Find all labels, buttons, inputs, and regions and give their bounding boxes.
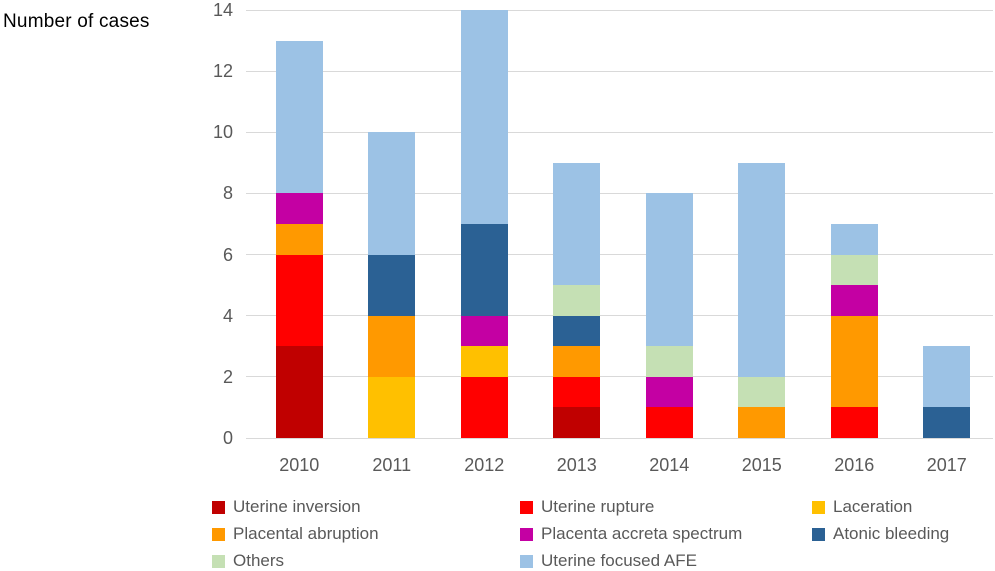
bar-segment bbox=[368, 254, 416, 316]
legend-label: Others bbox=[233, 551, 285, 570]
bar-segment bbox=[275, 254, 323, 347]
gridline bbox=[246, 315, 993, 317]
x-axis-label: 2014 bbox=[649, 455, 690, 475]
gridline bbox=[246, 254, 993, 256]
bar-segment bbox=[460, 346, 508, 377]
bar-segment bbox=[738, 162, 786, 377]
gridline bbox=[246, 70, 993, 72]
bar-segment bbox=[275, 346, 323, 438]
legend-label: Atonic bleeding bbox=[833, 524, 950, 543]
bar-segment bbox=[460, 315, 508, 347]
legend-item: Placental abruption bbox=[212, 524, 379, 544]
legend-label: Uterine inversion bbox=[233, 497, 361, 516]
y-axis-tick-label: 14 bbox=[212, 0, 233, 20]
bar-segment bbox=[923, 346, 971, 408]
bar-segment bbox=[830, 224, 878, 255]
y-axis-tick-label: 10 bbox=[212, 122, 233, 143]
chart-title: Number of cases bbox=[3, 11, 150, 32]
legend-item: Uterine inversion bbox=[212, 497, 361, 517]
legend-swatch bbox=[212, 500, 225, 514]
bar-segment bbox=[460, 224, 508, 316]
legend-label: Uterine focused AFE bbox=[541, 551, 697, 570]
bar-segment bbox=[645, 193, 693, 347]
legend-item: Others bbox=[212, 551, 284, 571]
x-axis-label: 2013 bbox=[556, 455, 597, 475]
bar-segment bbox=[553, 285, 601, 316]
x-axis-label: 2010 bbox=[279, 455, 320, 475]
gridline bbox=[246, 131, 993, 133]
gridline bbox=[246, 437, 993, 439]
gridline bbox=[246, 192, 993, 194]
bar-segment bbox=[645, 346, 693, 377]
legend-swatch bbox=[520, 500, 533, 514]
legend-swatch bbox=[812, 500, 825, 514]
bar-segment bbox=[738, 376, 786, 408]
bar-segment bbox=[368, 376, 416, 438]
y-axis-tick-label: 2 bbox=[222, 366, 233, 387]
bar-segment bbox=[645, 407, 693, 438]
legend-item: Uterine rupture bbox=[520, 497, 654, 517]
legend-item: Placenta accreta spectrum bbox=[520, 524, 742, 544]
bar-segment bbox=[460, 10, 508, 224]
bar-segment bbox=[645, 376, 693, 408]
y-axis-tick-label: 0 bbox=[222, 428, 233, 448]
bar-segment bbox=[275, 40, 323, 194]
bar-segment bbox=[553, 407, 601, 438]
legend-label: Laceration bbox=[833, 497, 913, 516]
bar-segment bbox=[275, 193, 323, 224]
bar-segment bbox=[830, 315, 878, 408]
legend-swatch bbox=[212, 527, 225, 541]
y-axis-tick-label: 6 bbox=[222, 244, 233, 265]
bar-segment bbox=[553, 315, 601, 347]
legend-swatch bbox=[520, 527, 533, 541]
legend-item: Uterine focused AFE bbox=[520, 551, 697, 571]
bar-segment bbox=[830, 407, 878, 438]
x-axis-label: 2015 bbox=[741, 455, 782, 475]
legend-swatch bbox=[812, 527, 825, 541]
legend-label: Uterine rupture bbox=[541, 497, 655, 516]
bar-segment bbox=[368, 315, 416, 377]
legend-label: Placenta accreta spectrum bbox=[541, 524, 743, 543]
bar-segment bbox=[275, 224, 323, 255]
legend-swatch bbox=[520, 554, 533, 568]
x-axis-label: 2011 bbox=[372, 455, 412, 475]
bar-segment bbox=[553, 376, 601, 408]
bar-segment bbox=[368, 132, 416, 255]
y-axis-tick-label: 8 bbox=[222, 183, 233, 204]
bar-segment bbox=[553, 162, 601, 286]
bar-segment bbox=[553, 346, 601, 377]
bar-segment bbox=[830, 285, 878, 316]
y-axis-tick-label: 12 bbox=[212, 61, 233, 82]
legend-label: Placental abruption bbox=[233, 524, 379, 543]
bar-segment bbox=[923, 407, 971, 438]
y-axis-tick-label: 4 bbox=[222, 305, 233, 326]
x-axis-label: 2017 bbox=[926, 455, 967, 475]
legend-item: Laceration bbox=[812, 497, 912, 517]
bar-segment bbox=[738, 407, 786, 438]
gridline bbox=[246, 9, 993, 11]
bar-segment bbox=[830, 254, 878, 286]
x-axis-label: 2016 bbox=[834, 455, 875, 475]
x-axis-label: 2012 bbox=[464, 455, 505, 475]
legend-swatch bbox=[212, 554, 225, 568]
bar-segment bbox=[460, 376, 508, 438]
gridline bbox=[246, 376, 993, 378]
legend-item: Atonic bleeding bbox=[812, 524, 949, 544]
